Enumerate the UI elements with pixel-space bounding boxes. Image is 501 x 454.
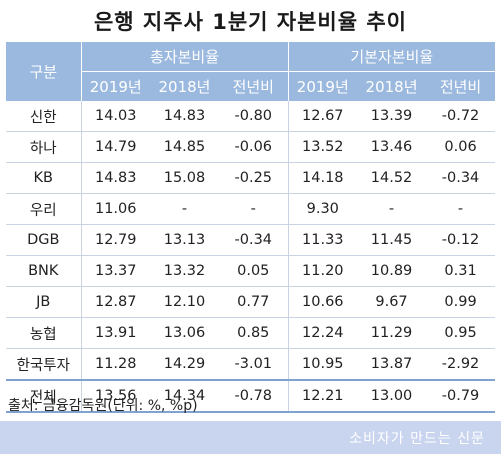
table-cell: 14.29 [150, 348, 219, 381]
table-cell: 12.79 [81, 224, 150, 256]
table-cell: - [150, 193, 219, 225]
table-cell: 9.30 [288, 193, 358, 225]
table-cell: 12.10 [150, 286, 219, 318]
table-cell: 14.34 [150, 380, 219, 413]
table-cell: -3.01 [219, 348, 289, 381]
table-row: 우리 11.06 - - 9.30 - - [6, 193, 496, 225]
table-cell: -0.80 [219, 101, 289, 132]
row-label: 농협 [6, 317, 82, 349]
table-cell: 12.67 [288, 101, 358, 132]
table-cell: 14.18 [288, 162, 358, 194]
table-cell: 13.46 [357, 131, 427, 163]
row-label: 한국투자 [6, 348, 82, 381]
table-row: 신한 14.03 14.83 -0.80 12.67 13.39 -0.72 [6, 101, 496, 132]
table-cell: 13.91 [81, 317, 150, 349]
table-cell: 14.85 [150, 131, 219, 163]
table-cell: 13.39 [357, 101, 427, 132]
table-row: DGB 12.79 13.13 -0.34 11.33 11.45 -0.12 [6, 224, 496, 256]
table-cell: 13.37 [81, 255, 150, 287]
table-cell: 14.03 [81, 101, 150, 132]
source-note: 출처: 금융감독원(단위: %, %p) [8, 398, 198, 414]
footer-bar: 소비자가 만드는 신문 [0, 421, 501, 454]
table-cell: 0.05 [219, 255, 289, 287]
table-cell: - [219, 193, 289, 225]
table-cell: -0.12 [426, 224, 496, 256]
table-cell: 13.52 [288, 131, 358, 163]
table-cell: 0.99 [426, 286, 496, 318]
table-row: JB 12.87 12.10 0.77 10.66 9.67 0.99 [6, 286, 496, 318]
table-cell: 15.08 [150, 162, 219, 194]
group-header-total-capital: 총자본비율 [81, 42, 289, 72]
table-cell: 11.20 [288, 255, 358, 287]
table-cell: 0.31 [426, 255, 496, 287]
table-cell: 9.67 [357, 286, 427, 318]
table-row: 농협 13.91 13.06 0.85 12.24 11.29 0.95 [6, 317, 496, 349]
table-cell: 12.24 [288, 317, 358, 349]
table-cell: 14.83 [150, 101, 219, 132]
table-cell: -2.92 [426, 348, 496, 381]
table-cell: 10.66 [288, 286, 358, 318]
col-header: 2018년 [150, 71, 219, 101]
table-cell: 11.45 [357, 224, 427, 256]
table-cell: 13.32 [150, 255, 219, 287]
table-cell: 11.33 [288, 224, 358, 256]
capital-ratio-table: 구분 총자본비율 기본자본비율 2019년 2018년 전년비 2019년 20… [6, 42, 496, 413]
table-cell: 0.77 [219, 286, 289, 318]
table-cell: 11.28 [81, 348, 150, 381]
row-label: KB [6, 162, 82, 194]
table-cell: -0.79 [426, 380, 496, 413]
table-cell: -0.72 [426, 101, 496, 132]
table-row: BNK 13.37 13.32 0.05 11.20 10.89 0.31 [6, 255, 496, 287]
table-cell: 13.06 [150, 317, 219, 349]
row-label: BNK [6, 255, 82, 287]
table-cell: -0.34 [426, 162, 496, 194]
group-header-tier1-capital: 기본자본비율 [288, 42, 496, 72]
table-cell: -0.34 [219, 224, 289, 256]
table-cell: 10.95 [288, 348, 358, 381]
row-label: 신한 [6, 101, 82, 132]
col-header: 2019년 [81, 71, 150, 101]
table-cell: 14.79 [81, 131, 150, 163]
table-cell: -0.78 [219, 380, 289, 413]
table-row: 하나 14.79 14.85 -0.06 13.52 13.46 0.06 [6, 131, 496, 163]
table-row-total: 전체 13.56 14.34 -0.78 12.21 13.00 -0.79 [6, 380, 496, 413]
table-cell: 11.06 [81, 193, 150, 225]
row-label: 우리 [6, 193, 82, 225]
row-label: 하나 [6, 131, 82, 163]
table-cell: 0.85 [219, 317, 289, 349]
row-label: JB [6, 286, 82, 318]
brand-slogan: 소비자가 만드는 신문 [349, 431, 485, 447]
table-cell: -0.25 [219, 162, 289, 194]
table-cell: - [426, 193, 496, 225]
table-title: 은행 지주사 1분기 자본비율 추이 [93, 10, 407, 34]
row-label: 전체 [6, 380, 82, 413]
table-cell: 12.21 [288, 380, 358, 413]
table-cell: 13.00 [357, 380, 427, 413]
table-cell: -0.06 [219, 131, 289, 163]
table-cell: 0.06 [426, 131, 496, 163]
table-cell: 13.56 [81, 380, 150, 413]
row-label-header: 구분 [6, 42, 82, 101]
table-cell: 11.29 [357, 317, 427, 349]
table-cell: 14.83 [81, 162, 150, 194]
row-label: DGB [6, 224, 82, 256]
col-header: 전년비 [426, 71, 496, 101]
col-header: 2019년 [288, 71, 358, 101]
table-cell: 0.95 [426, 317, 496, 349]
col-header: 전년비 [219, 71, 289, 101]
table-cell: 13.87 [357, 348, 427, 381]
table-cell: - [357, 193, 427, 225]
table-cell: 13.13 [150, 224, 219, 256]
col-header: 2018년 [357, 71, 427, 101]
table-cell: 12.87 [81, 286, 150, 318]
table-cell: 14.52 [357, 162, 427, 194]
table-row: KB 14.83 15.08 -0.25 14.18 14.52 -0.34 [6, 162, 496, 194]
table-row: 한국투자 11.28 14.29 -3.01 10.95 13.87 -2.92 [6, 348, 496, 381]
table-cell: 10.89 [357, 255, 427, 287]
